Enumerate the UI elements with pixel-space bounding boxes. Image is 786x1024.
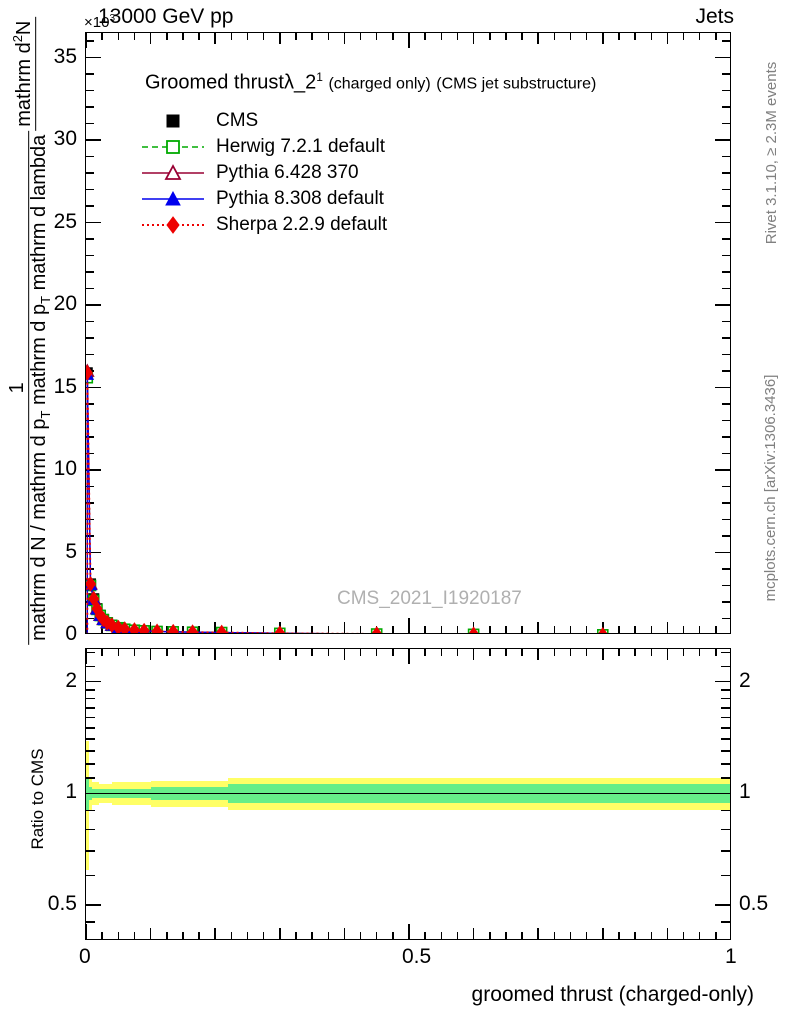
ratio-y-tick-label-right: 1	[739, 780, 751, 804]
main-y-tick-label: 15	[53, 374, 77, 398]
x-tick-label: 1	[725, 945, 737, 968]
plot-title-observable: λ_2	[283, 71, 317, 94]
legend-label: Pythia 8.308 default	[216, 188, 384, 209]
legend-label: Sherpa 2.2.9 default	[216, 214, 388, 235]
analysis-id-watermark: CMS_2021_I1920187	[337, 588, 522, 609]
main-y-tick-label: 20	[53, 292, 77, 316]
scale-exponent: 3	[109, 13, 116, 24]
y-axis-scale-exponent: ×103	[84, 11, 115, 30]
plot-title-main: Groomed thrust	[145, 71, 284, 94]
main-y-tick-label: 0	[65, 622, 77, 645]
ratio-y-tick-labels-right: 0.5 1 2	[739, 0, 786, 1024]
scale-prefix: ×10	[84, 14, 110, 31]
process-label: Jets	[695, 5, 734, 28]
main-y-tick-label: 5	[65, 539, 77, 563]
ratio-y-tick-label: 2	[65, 668, 77, 692]
legend-marker-filled-diamond-icon	[140, 212, 206, 238]
plot-title-source: (CMS jet substructure)	[436, 75, 597, 93]
legend-marker-open-triangle-icon	[140, 160, 206, 186]
ratio-y-tick-label-right: 0.5	[739, 892, 769, 916]
legend-label: Herwig 7.2.1 default	[216, 136, 385, 157]
x-tick-label: 0.5	[402, 945, 432, 968]
legend-label: CMS	[216, 110, 259, 131]
ratio-y-tick-label: 0.5	[47, 892, 77, 916]
legend-label: Pythia 6.428 370	[216, 162, 359, 183]
legend-marker-filled-square-icon	[140, 108, 206, 134]
main-y-tick-labels: 5 10 15 20 25 30 35 0	[0, 0, 77, 1024]
x-axis-label: groomed thrust (charged-only)	[471, 983, 754, 1006]
main-y-tick-label: 30	[53, 127, 77, 151]
plot-title-qualifier: (charged only)	[328, 75, 431, 93]
mcplots-reference-caption: mcplots.cern.ch [arXiv:1306.3436]	[762, 374, 779, 602]
main-y-tick-label: 25	[53, 209, 77, 233]
ratio-y-tick-label: 1	[65, 780, 77, 804]
rivet-version-caption: Rivet 3.1.10, ≥ 2.3M events	[763, 61, 780, 245]
y-axis-label-ratio: Ratio to CMS	[28, 748, 47, 850]
legend-marker-open-square-icon	[140, 134, 206, 160]
beam-energy-label: 13000 GeV pp	[98, 5, 234, 28]
ratio-y-tick-labels: 0.5 1 2	[0, 0, 77, 1024]
main-y-tick-label: 35	[53, 44, 77, 68]
plot-title-observable-sup: 1	[316, 70, 323, 84]
x-tick-label: 0	[79, 945, 91, 968]
ratio-y-tick-label-right: 2	[739, 668, 751, 692]
main-y-tick-label: 10	[53, 457, 77, 481]
plot-title: Groomed thrustλ_21 (charged only) (CMS j…	[145, 66, 596, 96]
legend-marker-filled-triangle-icon	[140, 186, 206, 212]
